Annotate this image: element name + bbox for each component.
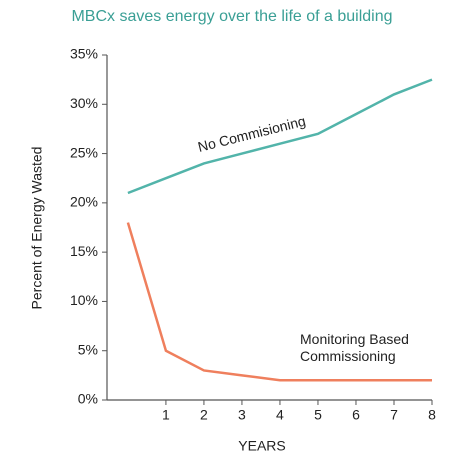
y-tick-label: 20% [70,194,98,210]
y-tick-label: 30% [70,95,98,111]
chart-title: MBCx saves energy over the life of a bui… [71,8,392,25]
y-tick-label: 25% [70,144,98,160]
y-tick-label: 15% [70,243,98,259]
x-tick-label: 8 [428,407,436,423]
y-tick-label: 10% [70,292,98,308]
x-tick-label: 1 [162,407,170,423]
y-tick-label: 0% [78,391,98,407]
series-line [126,222,432,382]
series-label: No Commisioning [196,113,307,155]
y-axis-label: Percent of Energy Wasted [29,147,45,310]
series-line [127,78,433,195]
x-tick-label: 6 [352,407,360,423]
series-label: Monitoring Based Commissioning [300,331,409,364]
x-tick-label: 4 [276,407,284,423]
y-tick-label: 35% [70,46,98,62]
x-tick-label: 3 [238,407,246,423]
y-tick-label: 5% [78,341,98,357]
x-axis-label: YEARS [238,438,285,454]
x-tick-label: 7 [390,407,398,423]
x-tick-label: 5 [314,407,322,423]
x-tick-label: 2 [200,407,208,423]
